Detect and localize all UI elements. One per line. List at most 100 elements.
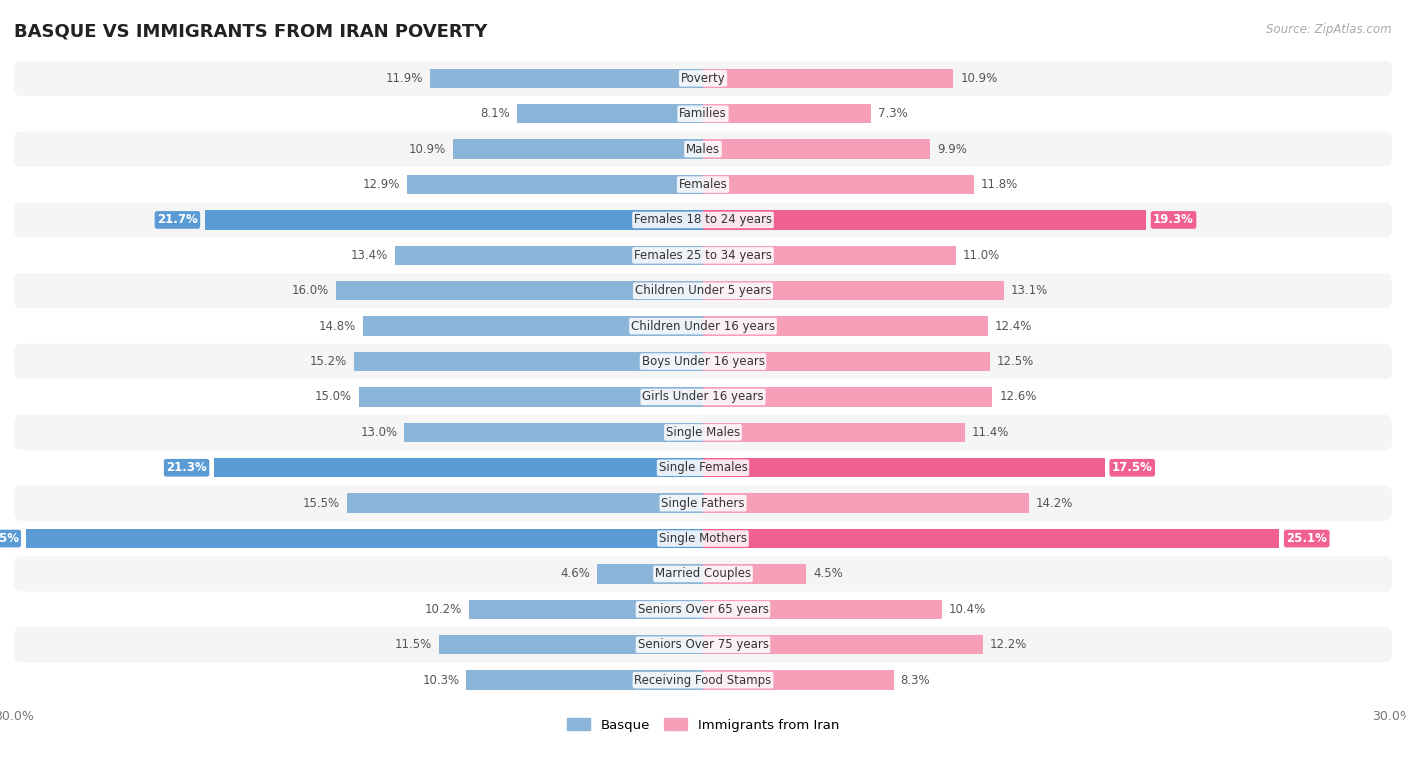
Bar xyxy=(405,423,703,442)
Text: 10.3%: 10.3% xyxy=(422,674,460,687)
FancyBboxPatch shape xyxy=(14,592,1392,627)
Bar xyxy=(703,423,965,442)
Text: Children Under 16 years: Children Under 16 years xyxy=(631,320,775,333)
FancyBboxPatch shape xyxy=(14,450,1392,485)
FancyBboxPatch shape xyxy=(14,627,1392,662)
FancyBboxPatch shape xyxy=(14,131,1392,167)
Bar xyxy=(430,69,703,88)
Bar xyxy=(703,210,1146,230)
Text: 11.4%: 11.4% xyxy=(972,426,1010,439)
FancyBboxPatch shape xyxy=(14,662,1392,698)
Text: Children Under 5 years: Children Under 5 years xyxy=(634,284,772,297)
Bar xyxy=(347,493,703,513)
Text: 15.2%: 15.2% xyxy=(309,355,347,368)
Text: 13.1%: 13.1% xyxy=(1011,284,1047,297)
Text: Married Couples: Married Couples xyxy=(655,568,751,581)
Text: Boys Under 16 years: Boys Under 16 years xyxy=(641,355,765,368)
Text: 13.0%: 13.0% xyxy=(360,426,398,439)
FancyBboxPatch shape xyxy=(14,309,1392,344)
Bar xyxy=(703,316,988,336)
FancyBboxPatch shape xyxy=(14,379,1392,415)
Bar xyxy=(363,316,703,336)
Text: Poverty: Poverty xyxy=(681,72,725,85)
FancyBboxPatch shape xyxy=(14,521,1392,556)
Text: 12.9%: 12.9% xyxy=(363,178,399,191)
Text: Females 25 to 34 years: Females 25 to 34 years xyxy=(634,249,772,262)
Bar xyxy=(703,104,870,124)
FancyBboxPatch shape xyxy=(14,202,1392,238)
FancyBboxPatch shape xyxy=(14,61,1392,96)
Bar xyxy=(468,600,703,619)
Bar xyxy=(703,281,1004,300)
Bar xyxy=(703,564,807,584)
Bar xyxy=(703,69,953,88)
Text: Single Females: Single Females xyxy=(658,462,748,475)
Bar xyxy=(703,670,894,690)
Bar xyxy=(703,458,1105,478)
Bar xyxy=(25,529,703,548)
Text: 21.3%: 21.3% xyxy=(166,462,207,475)
Bar xyxy=(517,104,703,124)
Text: 29.5%: 29.5% xyxy=(0,532,18,545)
Bar xyxy=(703,387,993,407)
Text: 25.1%: 25.1% xyxy=(1286,532,1327,545)
Text: 11.5%: 11.5% xyxy=(395,638,432,651)
Bar xyxy=(439,635,703,654)
FancyBboxPatch shape xyxy=(14,415,1392,450)
Text: 4.5%: 4.5% xyxy=(813,568,844,581)
Text: 21.7%: 21.7% xyxy=(157,214,198,227)
Text: 17.5%: 17.5% xyxy=(1112,462,1153,475)
Text: 8.1%: 8.1% xyxy=(481,107,510,121)
Text: 8.3%: 8.3% xyxy=(900,674,931,687)
Text: 11.9%: 11.9% xyxy=(385,72,423,85)
Bar xyxy=(336,281,703,300)
Text: 4.6%: 4.6% xyxy=(561,568,591,581)
Text: Source: ZipAtlas.com: Source: ZipAtlas.com xyxy=(1267,23,1392,36)
Text: 9.9%: 9.9% xyxy=(938,143,967,155)
Text: Females 18 to 24 years: Females 18 to 24 years xyxy=(634,214,772,227)
Text: 12.6%: 12.6% xyxy=(1000,390,1036,403)
Text: 10.4%: 10.4% xyxy=(949,603,986,615)
Bar xyxy=(703,493,1029,513)
Bar xyxy=(467,670,703,690)
Legend: Basque, Immigrants from Iran: Basque, Immigrants from Iran xyxy=(561,713,845,737)
FancyBboxPatch shape xyxy=(14,238,1392,273)
Bar xyxy=(453,139,703,159)
Text: Single Fathers: Single Fathers xyxy=(661,496,745,509)
Text: 11.8%: 11.8% xyxy=(981,178,1018,191)
Text: 14.8%: 14.8% xyxy=(319,320,356,333)
Text: Single Males: Single Males xyxy=(666,426,740,439)
Bar xyxy=(703,246,956,265)
Text: 10.9%: 10.9% xyxy=(409,143,446,155)
Bar xyxy=(395,246,703,265)
Text: 10.9%: 10.9% xyxy=(960,72,997,85)
FancyBboxPatch shape xyxy=(14,556,1392,592)
Bar xyxy=(359,387,703,407)
FancyBboxPatch shape xyxy=(14,273,1392,309)
Bar xyxy=(598,564,703,584)
Bar xyxy=(214,458,703,478)
Bar xyxy=(703,139,931,159)
Bar xyxy=(406,175,703,194)
Text: 12.5%: 12.5% xyxy=(997,355,1035,368)
Bar xyxy=(205,210,703,230)
Bar xyxy=(703,529,1279,548)
Bar xyxy=(703,635,983,654)
FancyBboxPatch shape xyxy=(14,96,1392,131)
Text: 15.5%: 15.5% xyxy=(304,496,340,509)
FancyBboxPatch shape xyxy=(14,167,1392,202)
Text: 7.3%: 7.3% xyxy=(877,107,907,121)
Text: Single Mothers: Single Mothers xyxy=(659,532,747,545)
Text: Receiving Food Stamps: Receiving Food Stamps xyxy=(634,674,772,687)
FancyBboxPatch shape xyxy=(14,485,1392,521)
Text: Seniors Over 65 years: Seniors Over 65 years xyxy=(637,603,769,615)
Text: 15.0%: 15.0% xyxy=(315,390,352,403)
Text: 14.2%: 14.2% xyxy=(1036,496,1073,509)
Text: Seniors Over 75 years: Seniors Over 75 years xyxy=(637,638,769,651)
Text: 12.2%: 12.2% xyxy=(990,638,1028,651)
Text: Females: Females xyxy=(679,178,727,191)
Text: 13.4%: 13.4% xyxy=(352,249,388,262)
Bar xyxy=(354,352,703,371)
Text: Families: Families xyxy=(679,107,727,121)
Text: 12.4%: 12.4% xyxy=(994,320,1032,333)
